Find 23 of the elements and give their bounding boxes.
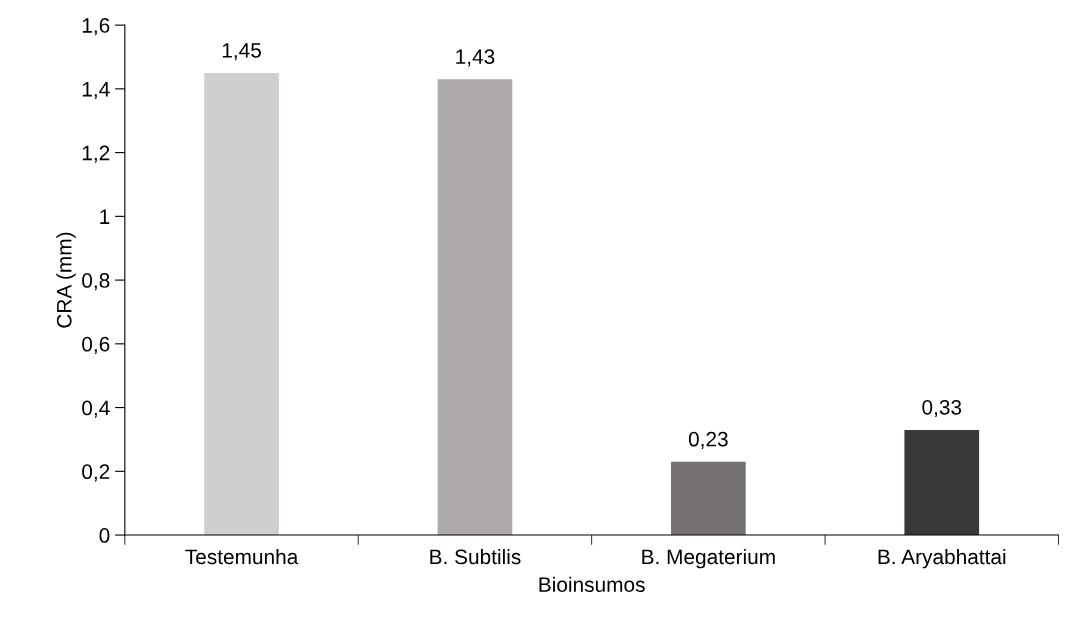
y-tick-label: 1,2	[82, 145, 110, 163]
x-tick-label: B. Aryabhattai	[878, 548, 1006, 569]
y-tick-label: 0,6	[82, 336, 110, 355]
bar	[671, 461, 746, 536]
y-axis-title: CRA (mm)	[56, 232, 76, 328]
x-axis-title: Bioinsumos	[539, 576, 645, 592]
x-tick-label: B. Subtilis	[430, 548, 521, 565]
x-tick-label: B. Megaterium	[642, 548, 775, 569]
x-tick-label: Testemunha	[185, 548, 299, 565]
bar	[904, 429, 980, 536]
bar	[204, 72, 279, 536]
y-tick-label: 0,2	[82, 464, 110, 482]
y-tick-label: 1	[100, 209, 110, 224]
y-tick-label: 0,8	[82, 273, 110, 291]
y-tick-label: 0	[99, 528, 110, 543]
data-label: 0,33	[922, 399, 962, 418]
data-label: 1,43	[456, 49, 495, 67]
y-tick-label: 0,4	[82, 400, 110, 418]
y-tick-label: 1,6	[82, 18, 110, 36]
y-tick-label: 1,4	[82, 82, 110, 100]
data-label: 1,45	[222, 43, 261, 61]
data-label: 0,23	[688, 431, 728, 449]
bar	[437, 79, 513, 536]
